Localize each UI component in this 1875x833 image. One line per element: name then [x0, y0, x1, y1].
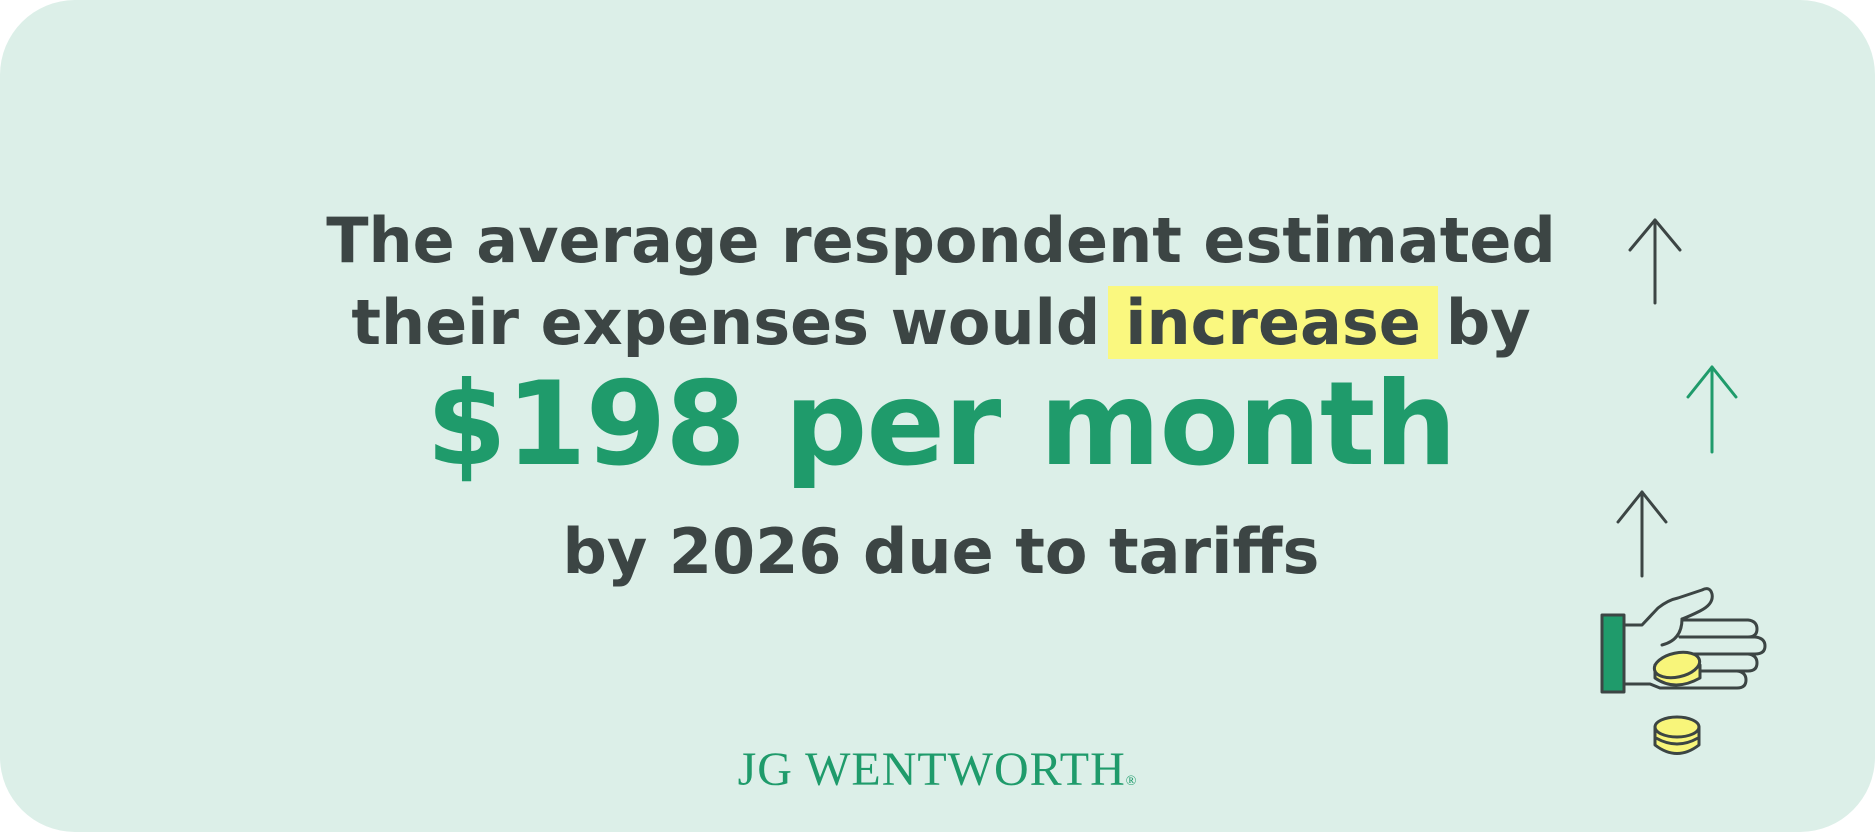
headline-line-1: The average respondent estimated	[326, 204, 1556, 277]
headline: The average respondent estimated their e…	[300, 200, 1582, 364]
subline: by 2026 due to tariffs	[562, 515, 1320, 588]
coin-stack-icon	[1653, 715, 1701, 755]
highlighted-word: increase	[1108, 286, 1438, 359]
registered-mark: ®	[1125, 774, 1138, 789]
brand-name: JG WENTWORTH	[737, 743, 1126, 796]
headline-line-2-start: their expenses would	[351, 286, 1101, 359]
headline-line-2-end: by	[1445, 286, 1531, 359]
main-stat: $198 per month	[426, 357, 1457, 492]
illustration	[1600, 218, 1767, 755]
headline-line-2: their expenses would increase by	[300, 282, 1582, 364]
arrow-up-icon	[1616, 490, 1668, 578]
hand-with-coins-icon	[1600, 587, 1767, 694]
brand-logo: JG WENTWORTH®	[700, 740, 1175, 812]
arrow-up-icon	[1686, 365, 1738, 454]
arrow-up-icon	[1628, 218, 1682, 305]
